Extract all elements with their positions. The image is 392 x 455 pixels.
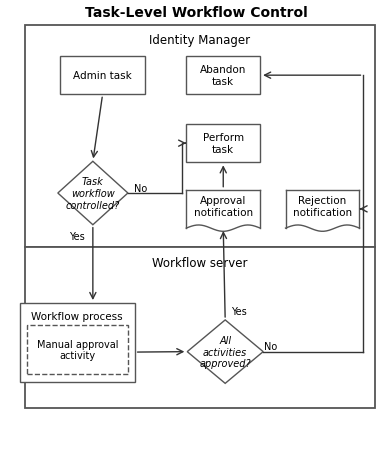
- Text: Yes: Yes: [69, 232, 85, 242]
- FancyBboxPatch shape: [187, 191, 260, 228]
- FancyBboxPatch shape: [27, 325, 128, 374]
- Text: Abandon
task: Abandon task: [200, 65, 247, 87]
- Text: Workflow process: Workflow process: [31, 311, 123, 321]
- Text: Workflow server: Workflow server: [152, 256, 248, 269]
- Text: Task
workflow
controlled?: Task workflow controlled?: [66, 177, 120, 210]
- Text: No: No: [263, 341, 277, 351]
- Text: Manual approval
activity: Manual approval activity: [36, 339, 118, 360]
- Text: No: No: [134, 183, 147, 193]
- Text: Task-Level Workflow Control: Task-Level Workflow Control: [85, 6, 307, 20]
- Text: Perform
task: Perform task: [203, 133, 244, 155]
- Polygon shape: [187, 320, 263, 384]
- Text: Rejection
notification: Rejection notification: [293, 196, 352, 217]
- FancyBboxPatch shape: [186, 125, 260, 163]
- FancyBboxPatch shape: [286, 191, 359, 228]
- FancyBboxPatch shape: [25, 248, 375, 409]
- Text: Approval
notification: Approval notification: [194, 196, 253, 217]
- FancyBboxPatch shape: [25, 26, 375, 248]
- Text: Identity Manager: Identity Manager: [149, 35, 250, 47]
- Text: Admin task: Admin task: [73, 71, 132, 81]
- FancyBboxPatch shape: [186, 57, 260, 95]
- Polygon shape: [58, 162, 128, 225]
- FancyBboxPatch shape: [20, 303, 135, 382]
- FancyBboxPatch shape: [60, 57, 145, 95]
- Text: Yes: Yes: [231, 306, 247, 316]
- Text: All
activities
approved?: All activities approved?: [200, 335, 251, 369]
